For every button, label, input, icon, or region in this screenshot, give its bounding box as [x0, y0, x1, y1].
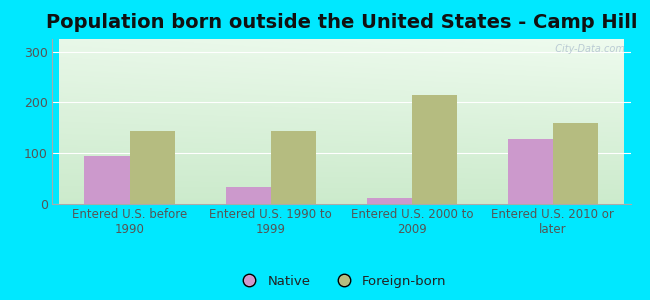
- Bar: [367, 198, 412, 204]
- Bar: [270, 131, 316, 204]
- Bar: [412, 95, 457, 204]
- Bar: [553, 123, 598, 204]
- Title: Population born outside the United States - Camp Hill: Population born outside the United State…: [46, 13, 637, 32]
- Legend: Native, Foreign-born: Native, Foreign-born: [231, 269, 452, 293]
- Bar: [508, 139, 553, 204]
- Text: City-Data.com: City-Data.com: [549, 44, 625, 54]
- Bar: [84, 156, 129, 204]
- Bar: [129, 131, 175, 204]
- Bar: [226, 187, 270, 204]
